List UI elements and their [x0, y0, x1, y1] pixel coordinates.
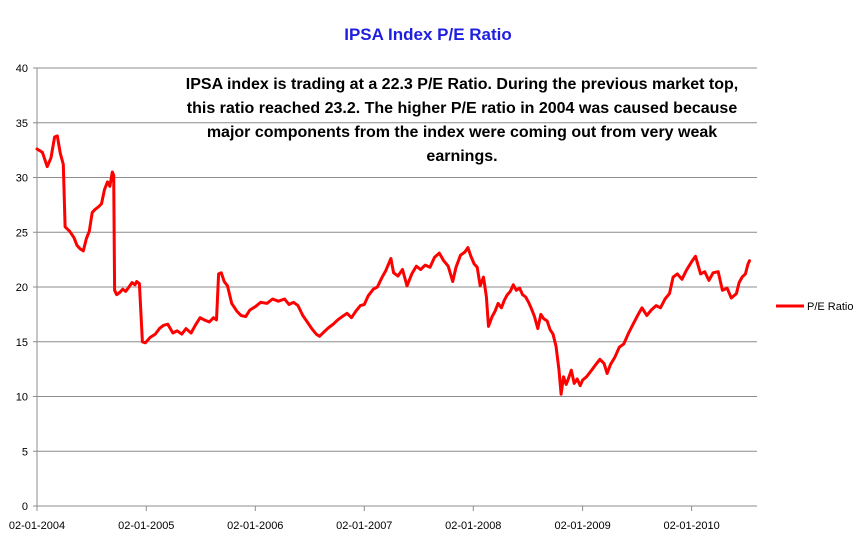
- y-tick-label-30: 30: [16, 173, 28, 185]
- legend: P/E Ratio: [776, 301, 853, 313]
- y-tick-label-35: 35: [16, 118, 28, 130]
- annotation-text: IPSA index is trading at a 22.3 P/E Rati…: [186, 76, 738, 165]
- y-tick-label-25: 25: [16, 227, 28, 239]
- y-tick-label-10: 10: [16, 392, 28, 404]
- x-tick-label-5: 02-01-2009: [554, 520, 610, 532]
- y-tick-label-15: 15: [16, 337, 28, 349]
- annotation-line-1: this ratio reached 23.2. The higher P/E …: [187, 100, 738, 117]
- x-tick-label-3: 02-01-2007: [336, 520, 392, 532]
- y-axis-ticks: 0 5 10 15 20 25 30 35 40: [16, 63, 37, 513]
- y-tick-label-20: 20: [16, 282, 28, 294]
- x-tick-label-4: 02-01-2008: [445, 520, 501, 532]
- chart-title: IPSA Index P/E Ratio: [344, 25, 512, 44]
- x-axis-ticks: 02-01-2004 02-01-2005 02-01-2006 02-01-2007…: [9, 506, 720, 532]
- x-tick-label-2: 02-01-2006: [227, 520, 283, 532]
- annotation-line-2: major components from the index were com…: [207, 124, 717, 141]
- y-tick-label-40: 40: [16, 63, 28, 75]
- y-tick-label-5: 5: [22, 446, 28, 458]
- x-tick-label-6: 02-01-2010: [663, 520, 719, 532]
- series-line-0: [35, 134, 751, 396]
- y-tick-label-0: 0: [22, 501, 28, 513]
- annotation-line-3: earnings.: [426, 148, 497, 165]
- series-layer: [35, 134, 751, 396]
- legend-label-pe-ratio: P/E Ratio: [807, 301, 853, 313]
- gridlines: [37, 67, 757, 452]
- x-tick-label-0: 02-01-2004: [9, 520, 65, 532]
- x-tick-label-1: 02-01-2005: [118, 520, 174, 532]
- annotation-line-0: IPSA index is trading at a 22.3 P/E Rati…: [186, 76, 738, 93]
